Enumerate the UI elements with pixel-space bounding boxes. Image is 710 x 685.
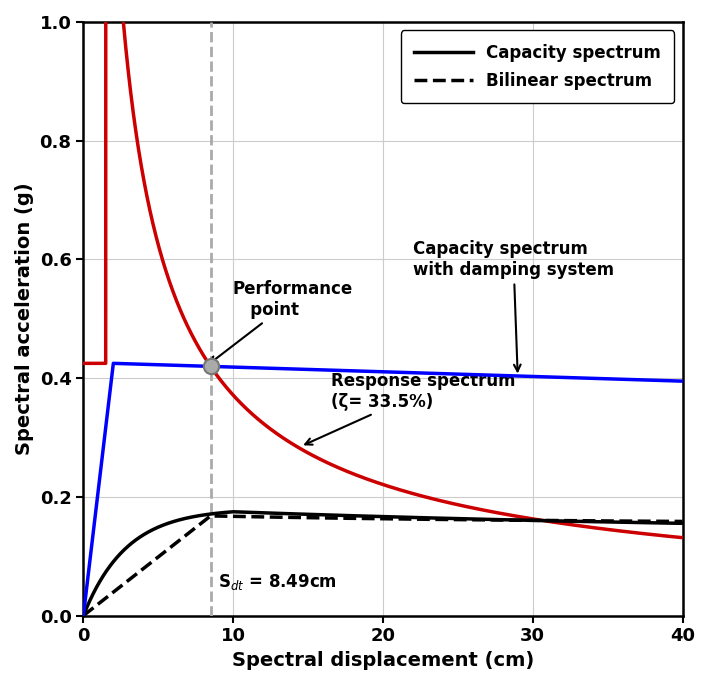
Y-axis label: Spectral acceleration (g): Spectral acceleration (g) — [15, 182, 34, 455]
X-axis label: Spectral displacement (cm): Spectral displacement (cm) — [231, 651, 534, 670]
Text: S$_{dt}$ = 8.49cm: S$_{dt}$ = 8.49cm — [218, 572, 337, 592]
Text: Performance
   point: Performance point — [210, 280, 354, 363]
Legend: Capacity spectrum, Bilinear spectrum: Capacity spectrum, Bilinear spectrum — [401, 30, 674, 103]
Text: Response spectrum
(ζ= 33.5%): Response spectrum (ζ= 33.5%) — [305, 372, 515, 445]
Text: Capacity spectrum
with damping system: Capacity spectrum with damping system — [413, 240, 614, 371]
